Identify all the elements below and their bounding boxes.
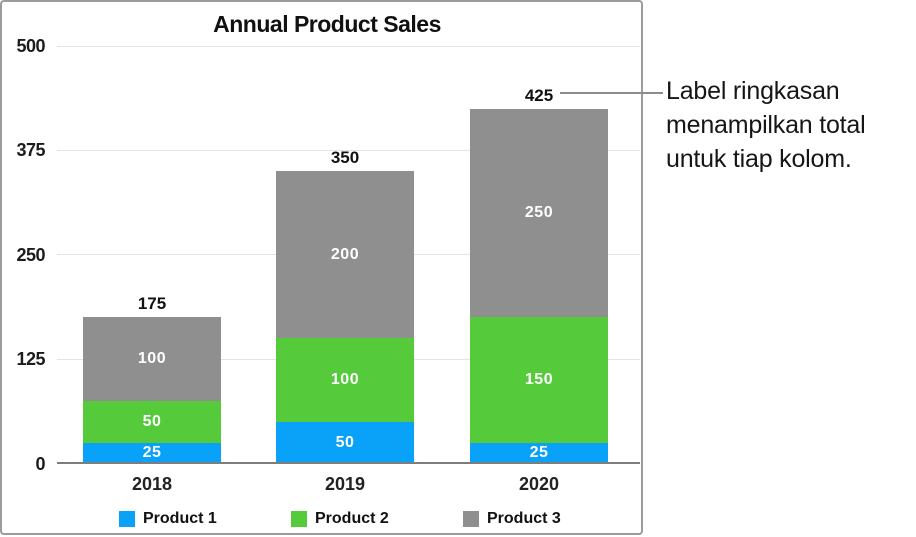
annotation-text: Label ringkasan menampilkan total untuk … <box>666 74 916 176</box>
legend-swatch-product-3 <box>463 511 479 527</box>
annotation-line: Label ringkasan <box>666 77 840 105</box>
bar-value-label: 250 <box>524 204 554 221</box>
bar-value-label: 25 <box>142 444 162 462</box>
y-axis-tick-label: 250 <box>16 244 45 265</box>
bar-value-label: 50 <box>335 433 355 451</box>
bar-value-label: 100 <box>330 371 360 388</box>
y-axis-tick-label: 125 <box>16 349 45 370</box>
gridline <box>57 45 640 47</box>
bar-value-label: 200 <box>330 245 360 263</box>
gridline <box>57 149 640 151</box>
chart-panel: Annual Product Sales 0 125 250 375 500 25 50 10… <box>0 0 643 535</box>
legend-item-product-3: Product 3 <box>463 510 561 528</box>
legend-swatch-product-1 <box>119 511 135 527</box>
x-axis-category-label: 2018 <box>131 474 173 494</box>
legend-label: Product 2 <box>315 510 389 527</box>
bar-value-label: 50 <box>142 412 162 430</box>
bar-total-label: 350 <box>330 148 360 168</box>
bar-segment-2018-product-2: 50 <box>83 400 221 443</box>
chart-title: Annual Product Sales <box>213 11 441 37</box>
bar-segment-2019-product-2: 100 <box>276 338 414 422</box>
bar-segment-2018-product-3: 100 <box>83 317 221 401</box>
y-axis-tick-label: 0 <box>35 453 45 474</box>
y-axis-tick-label: 500 <box>16 36 45 56</box>
bar-segment-2020-product-3: 250 <box>470 108 608 318</box>
x-axis-category-label: 2019 <box>324 474 366 494</box>
x-axis-category-label: 2020 <box>518 474 560 494</box>
bar-value-label: 100 <box>137 350 167 368</box>
bar-total-label: 175 <box>137 294 167 314</box>
bar-total-label: 425 <box>524 85 554 105</box>
bar-segment-2019-product-1: 50 <box>276 421 414 464</box>
bar-segment-2018-product-1: 25 <box>83 442 221 464</box>
callout-line <box>560 92 663 94</box>
bar-value-label: 25 <box>529 444 549 462</box>
legend-swatch-product-2 <box>291 511 307 527</box>
legend-label: Product 3 <box>487 510 561 527</box>
bar-segment-2019-product-3: 200 <box>276 171 414 339</box>
legend-item-product-2: Product 2 <box>291 510 389 528</box>
bar-segment-2020-product-1: 25 <box>470 442 608 464</box>
bar-segment-2020-product-2: 150 <box>470 317 608 443</box>
legend-item-product-1: Product 1 <box>119 510 217 528</box>
y-axis-tick-label: 375 <box>16 140 45 161</box>
annotation-line: menampilkan total <box>666 111 866 139</box>
bar-value-label: 150 <box>524 371 554 388</box>
x-axis-line <box>57 462 640 464</box>
annotation-line: untuk tiap kolom. <box>666 145 852 173</box>
legend-label: Product 1 <box>143 510 217 527</box>
